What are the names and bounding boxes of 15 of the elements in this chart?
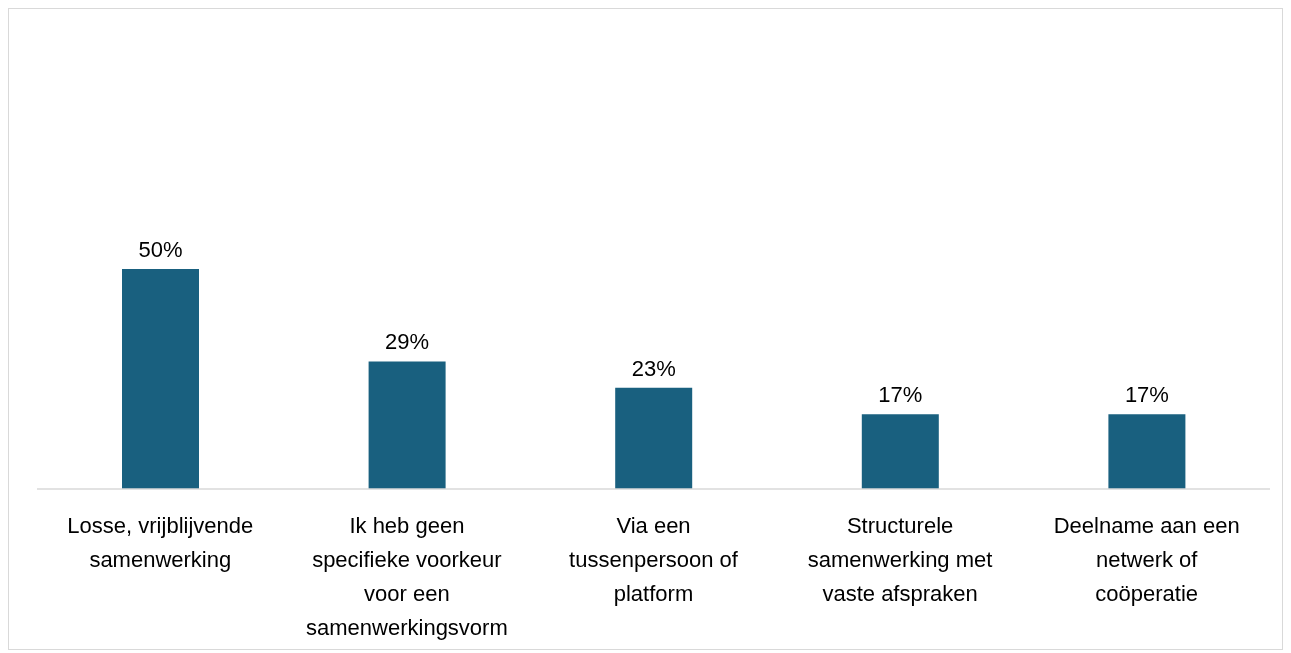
- data-label: 17%: [1124, 382, 1169, 408]
- x-tick-label: Deelname aan een netwerk of coöperatie: [1053, 513, 1240, 606]
- x-tick-label: Losse, vrijblijvende samenwerking: [67, 513, 254, 572]
- bar: [615, 387, 693, 489]
- data-label: 23%: [631, 355, 676, 381]
- bar: [122, 269, 199, 489]
- x-tick-label: Via een tussenpersoon of platform: [569, 513, 739, 606]
- bar: [368, 361, 446, 489]
- x-tick-label: Structurele samenwerking met vaste afspraken: [807, 513, 993, 606]
- bar: [861, 414, 939, 489]
- data-label: 29%: [385, 329, 430, 355]
- data-label: 17%: [878, 382, 923, 408]
- data-label: 50%: [138, 237, 183, 262]
- bar: [1108, 414, 1186, 489]
- x-tick-label: Ik heb geen specifieke voorkeur voor een samenwerkingsvorm: [306, 513, 508, 640]
